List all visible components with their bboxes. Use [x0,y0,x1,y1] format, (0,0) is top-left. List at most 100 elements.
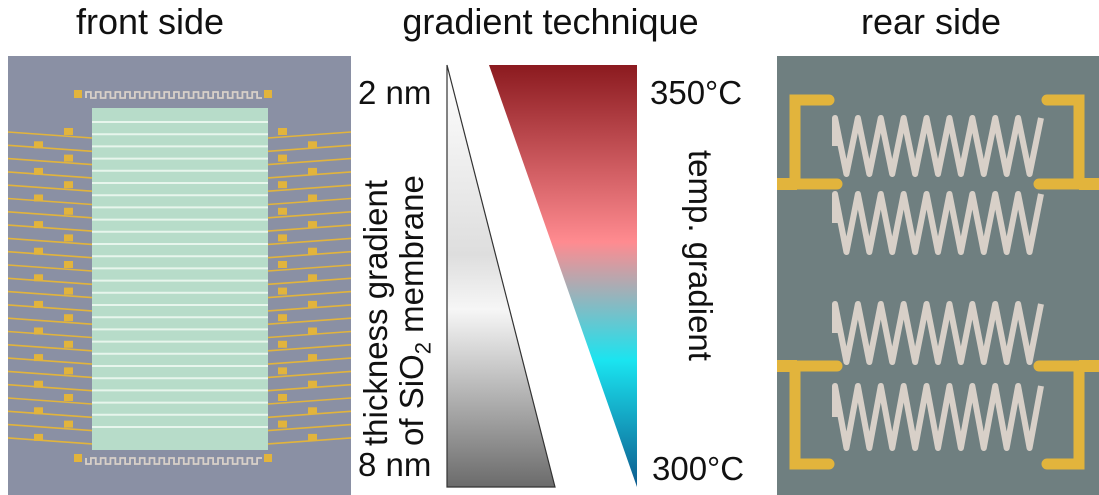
left-lead [8,250,93,259]
right-pad [308,327,317,335]
left-pad [34,380,43,388]
temperature-gradient-triangle [489,65,637,487]
left-pad [64,420,73,428]
left-lead [8,157,93,166]
right-pad [278,128,287,135]
right-lead [267,423,351,432]
right-pad [278,394,287,401]
left-pad [34,141,43,149]
thickness-axis-label: thickness gradient of SiO2 membrane [357,175,436,446]
left-pad [64,261,73,268]
left-lead [8,357,93,365]
right-lead [267,290,351,299]
edge-lead [1079,178,1099,190]
temperature-bottom-label: 300°C [652,450,745,487]
right-lead [267,397,351,405]
thickness-axis-line1: thickness gradient [357,180,394,446]
left-lead [8,410,93,419]
right-pad [308,354,317,362]
temperature-top-label: 350°C [650,74,743,111]
left-pad [64,207,73,215]
right-pad [278,181,287,189]
right-lead [267,157,351,166]
right-pad [278,154,287,162]
bottom-heater-pad-left [74,454,82,462]
lead-lower-left [789,360,843,470]
rear-meander-4 [832,383,1044,451]
bottom-heater-meander [85,457,262,465]
right-pad [308,380,317,388]
left-pad [64,287,73,295]
right-lead [267,131,351,139]
edge-lead [777,178,797,190]
left-pad [34,327,43,335]
right-pad [278,234,287,242]
rear-meander-1 [832,115,1044,177]
left-lead [8,197,93,206]
right-pad [278,420,287,428]
left-pad [64,314,73,322]
thickness-top-label: 2 nm [358,74,432,111]
right-pad [278,287,287,295]
left-pad [64,394,73,401]
left-lead [8,383,93,392]
left-pad [64,340,73,348]
right-lead [267,370,351,379]
left-pad [34,407,43,415]
left-pad [34,300,43,308]
front-heater-meanders [74,90,272,465]
left-pad [34,247,43,255]
right-pad [308,433,317,441]
right-pad [308,247,317,255]
left-pad [64,234,73,242]
right-pad [308,407,317,415]
bottom-heater-pad-right [264,454,272,462]
left-lead [8,264,93,272]
left-lead [8,304,93,312]
left-lead [8,144,93,153]
right-pad [278,340,287,348]
right-lead [267,184,351,192]
left-pad [34,167,43,175]
thickness-axis-line2: of SiO2 membrane [392,175,436,446]
membrane-stripes [92,121,268,428]
rear-substrate [777,56,1099,495]
right-lead [267,237,351,246]
lead-upper-right [1033,94,1085,190]
right-pad [278,314,287,322]
edge-lead [1079,360,1099,372]
left-lead [8,237,93,246]
lead-upper-left [789,94,843,190]
temperature-axis-label: temp. gradient [682,150,719,361]
left-pad [34,274,43,282]
right-pad [308,167,317,175]
left-pad [64,367,73,375]
top-heater-pad-right [264,90,272,98]
thickness-bottom-label: 8 nm [358,446,432,483]
left-lead [8,184,93,192]
right-pad [278,261,287,268]
left-lead [8,277,93,286]
rear-heater-meanders [832,115,1044,451]
left-lead [8,290,93,299]
lead-lower-right [1033,360,1085,470]
right-lead [267,211,351,219]
left-lead [8,171,93,179]
rear-gold-leads [777,94,1099,470]
left-lead [8,437,93,445]
left-lead [8,344,93,352]
left-lead [8,317,93,325]
rear-meander-3 [832,301,1044,365]
right-pad [278,207,287,215]
right-pad [308,194,317,202]
right-lead [267,344,351,352]
left-lead [8,224,93,232]
left-lead [8,330,93,339]
front-side-chip-image [8,56,351,495]
rear-side-chip-image [777,56,1099,495]
right-lead [267,317,351,325]
gradient-technique-title: gradient technique [402,1,699,42]
left-pad [34,433,43,441]
left-lead [8,397,93,405]
right-pad [278,367,287,375]
